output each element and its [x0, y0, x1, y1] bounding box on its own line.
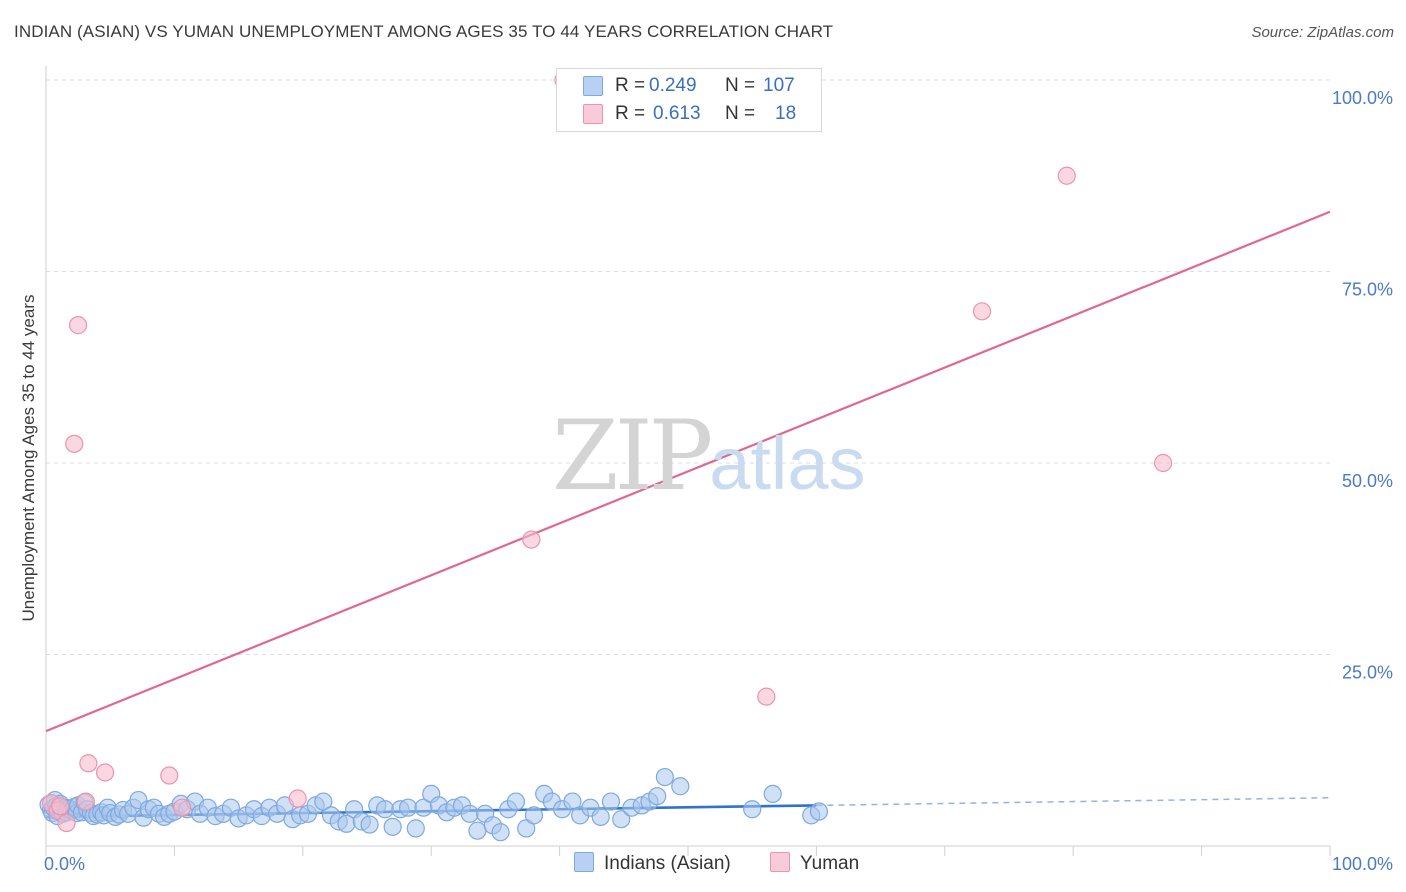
indians-asian-point: [648, 787, 667, 806]
yuman-point: [1057, 166, 1076, 185]
yuman-point: [95, 763, 115, 782]
yuman-point: [757, 687, 776, 706]
x-tick-label: 100.0%: [1332, 854, 1393, 874]
indians-asian-point: [601, 792, 621, 811]
legend-swatch-pink: [583, 104, 603, 124]
y-tick-label: 100.0%: [1332, 88, 1393, 108]
legend-n-label: N =: [725, 75, 756, 96]
indians-asian-point: [383, 817, 402, 836]
bottom-legend-swatch-pink: [770, 852, 790, 872]
chart-title: INDIAN (ASIAN) VS YUMAN UNEMPLOYMENT AMO…: [14, 22, 834, 41]
yuman-point: [51, 797, 70, 816]
legend-swatch-blue: [583, 76, 603, 96]
indians-asian-point: [360, 815, 379, 834]
yuman-point: [972, 302, 992, 321]
yuman-point: [522, 530, 541, 549]
y-axis-label: Unemployment Among Ages 35 to 44 years: [19, 295, 38, 622]
yuman-point: [288, 789, 307, 808]
indians-asian-point: [563, 792, 582, 811]
indians-asian-point: [524, 806, 544, 825]
yuman-trend-line: [45, 210, 1331, 733]
yuman-point: [79, 754, 98, 773]
yuman-point: [76, 792, 95, 811]
correlation-legend: R = 0.249 N = 107 R = 0.613 N = 18: [556, 68, 822, 132]
bottom-legend-swatch-blue: [574, 852, 594, 872]
yuman-point: [160, 766, 179, 785]
watermark-zip: ZIP: [552, 400, 713, 512]
indians-asian-point: [743, 800, 762, 819]
yuman-point: [173, 798, 192, 817]
legend-r-label: R =: [615, 103, 646, 124]
y-tick-label: 75.0%: [1342, 280, 1393, 300]
indians-asian-point: [655, 767, 674, 787]
indians-asian-point: [506, 792, 526, 811]
axes: [45, 66, 1331, 856]
watermark-atlas: atlas: [709, 422, 866, 505]
y-tick-label: 50.0%: [1342, 471, 1393, 491]
legend-r-value: 0.613: [653, 103, 701, 124]
gridlines: [46, 79, 1330, 655]
indians-asian-point: [671, 777, 690, 796]
source-label: Source: ZipAtlas.com: [1251, 24, 1394, 41]
legend-n-value: 18: [775, 103, 797, 124]
indians-asian-points: [39, 767, 829, 842]
yuman-point: [65, 434, 84, 453]
indians-asian-point: [612, 810, 631, 829]
indians-asian-point: [375, 800, 395, 819]
indians-asian-point: [314, 792, 333, 811]
yuman-points: [42, 70, 1173, 833]
watermark: ZIPatlas: [552, 400, 866, 512]
yuman-point: [1153, 453, 1173, 473]
indians-asian-point: [460, 804, 479, 823]
legend-r-value: 0.249: [649, 75, 697, 96]
yuman-point: [57, 813, 76, 833]
bottom-legend-label: Indians (Asian): [604, 853, 731, 874]
bottom-legend-indians-asian: Indians (Asian): [574, 852, 731, 875]
indians-asian-point: [763, 784, 782, 804]
trend-lines: [45, 210, 1331, 819]
legend-n-label: N =: [725, 103, 756, 124]
indians-asian-trend-extension: [816, 796, 1331, 807]
legend-r-label: R =: [615, 75, 646, 96]
indians-asian-point: [468, 821, 487, 840]
legend-row-yuman: R = 0.613 N = 18: [557, 99, 821, 129]
x-tick-label: 0.0%: [44, 854, 85, 874]
yuman-point: [68, 316, 88, 335]
y-tick-label: 25.0%: [1342, 663, 1393, 683]
legend-row-indians-asian: R = 0.249 N = 107: [557, 71, 821, 101]
indians-asian-point: [406, 819, 425, 838]
bottom-legend-label: Yuman: [800, 853, 860, 874]
tick-labels: 25.0% 50.0% 75.0% 100.0% 0.0% 100.0%: [44, 88, 1393, 874]
indians-asian-point: [591, 807, 610, 826]
indians-asian-point: [398, 798, 418, 817]
bottom-legend-yuman: Yuman: [770, 852, 859, 875]
indians-asian-point: [491, 823, 510, 842]
indians-asian-point: [809, 802, 829, 821]
legend-n-value: 107: [763, 75, 795, 96]
